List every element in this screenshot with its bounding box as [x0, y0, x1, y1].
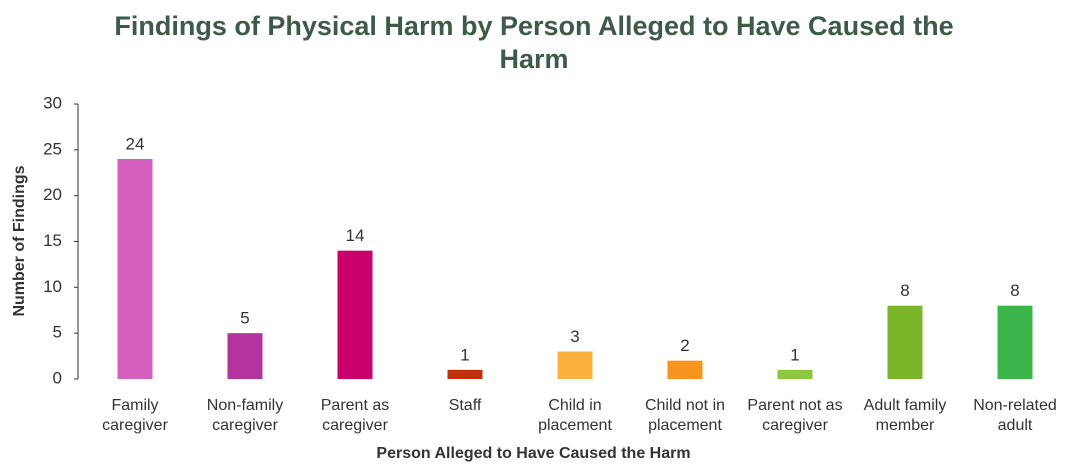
- y-tick-label: 15: [43, 231, 62, 250]
- y-tick-label: 25: [43, 139, 62, 158]
- value-label: 1: [460, 345, 469, 364]
- x-tick-label: Non-family caregiver: [206, 397, 284, 434]
- y-tick-label: 5: [53, 323, 62, 342]
- chart-title: Findings of Physical Harm by Person Alle…: [114, 11, 954, 74]
- y-tick-label: 10: [43, 277, 62, 296]
- x-tick-label: Parent as caregiver: [320, 397, 390, 434]
- x-tick-label: Adult family member: [863, 397, 947, 434]
- bar: [447, 369, 483, 379]
- value-label: 24: [126, 134, 145, 153]
- y-axis-label: Number of Findings: [11, 165, 28, 316]
- bar: [337, 250, 373, 379]
- y-tick-label: 0: [53, 368, 62, 387]
- value-label: 1: [790, 345, 799, 364]
- y-tick-label: 30: [43, 93, 62, 112]
- x-tick-label: Parent not as caregiver: [747, 397, 843, 434]
- x-tick-label: Staff: [448, 397, 482, 414]
- bar: [887, 305, 923, 379]
- x-tick-label: Non-related adult: [973, 397, 1057, 434]
- x-axis-label: Person Alleged to Have Caused the Harm: [376, 445, 691, 462]
- bar: [557, 351, 593, 379]
- value-label: 14: [346, 226, 365, 245]
- bar: [777, 369, 813, 379]
- x-tick-label: Family caregiver: [102, 397, 168, 434]
- y-tick-label: 20: [43, 185, 62, 204]
- bar: [667, 360, 703, 379]
- value-label: 8: [1010, 281, 1019, 300]
- bar: [227, 333, 263, 379]
- x-tick-label: Child in placement: [538, 397, 612, 434]
- value-label: 2: [680, 336, 689, 355]
- bar: [117, 159, 153, 379]
- value-label: 3: [570, 327, 579, 346]
- bar: [997, 305, 1033, 379]
- value-label: 5: [240, 309, 249, 328]
- value-label: 8: [900, 281, 909, 300]
- x-tick-label: Child not in placement: [644, 397, 726, 434]
